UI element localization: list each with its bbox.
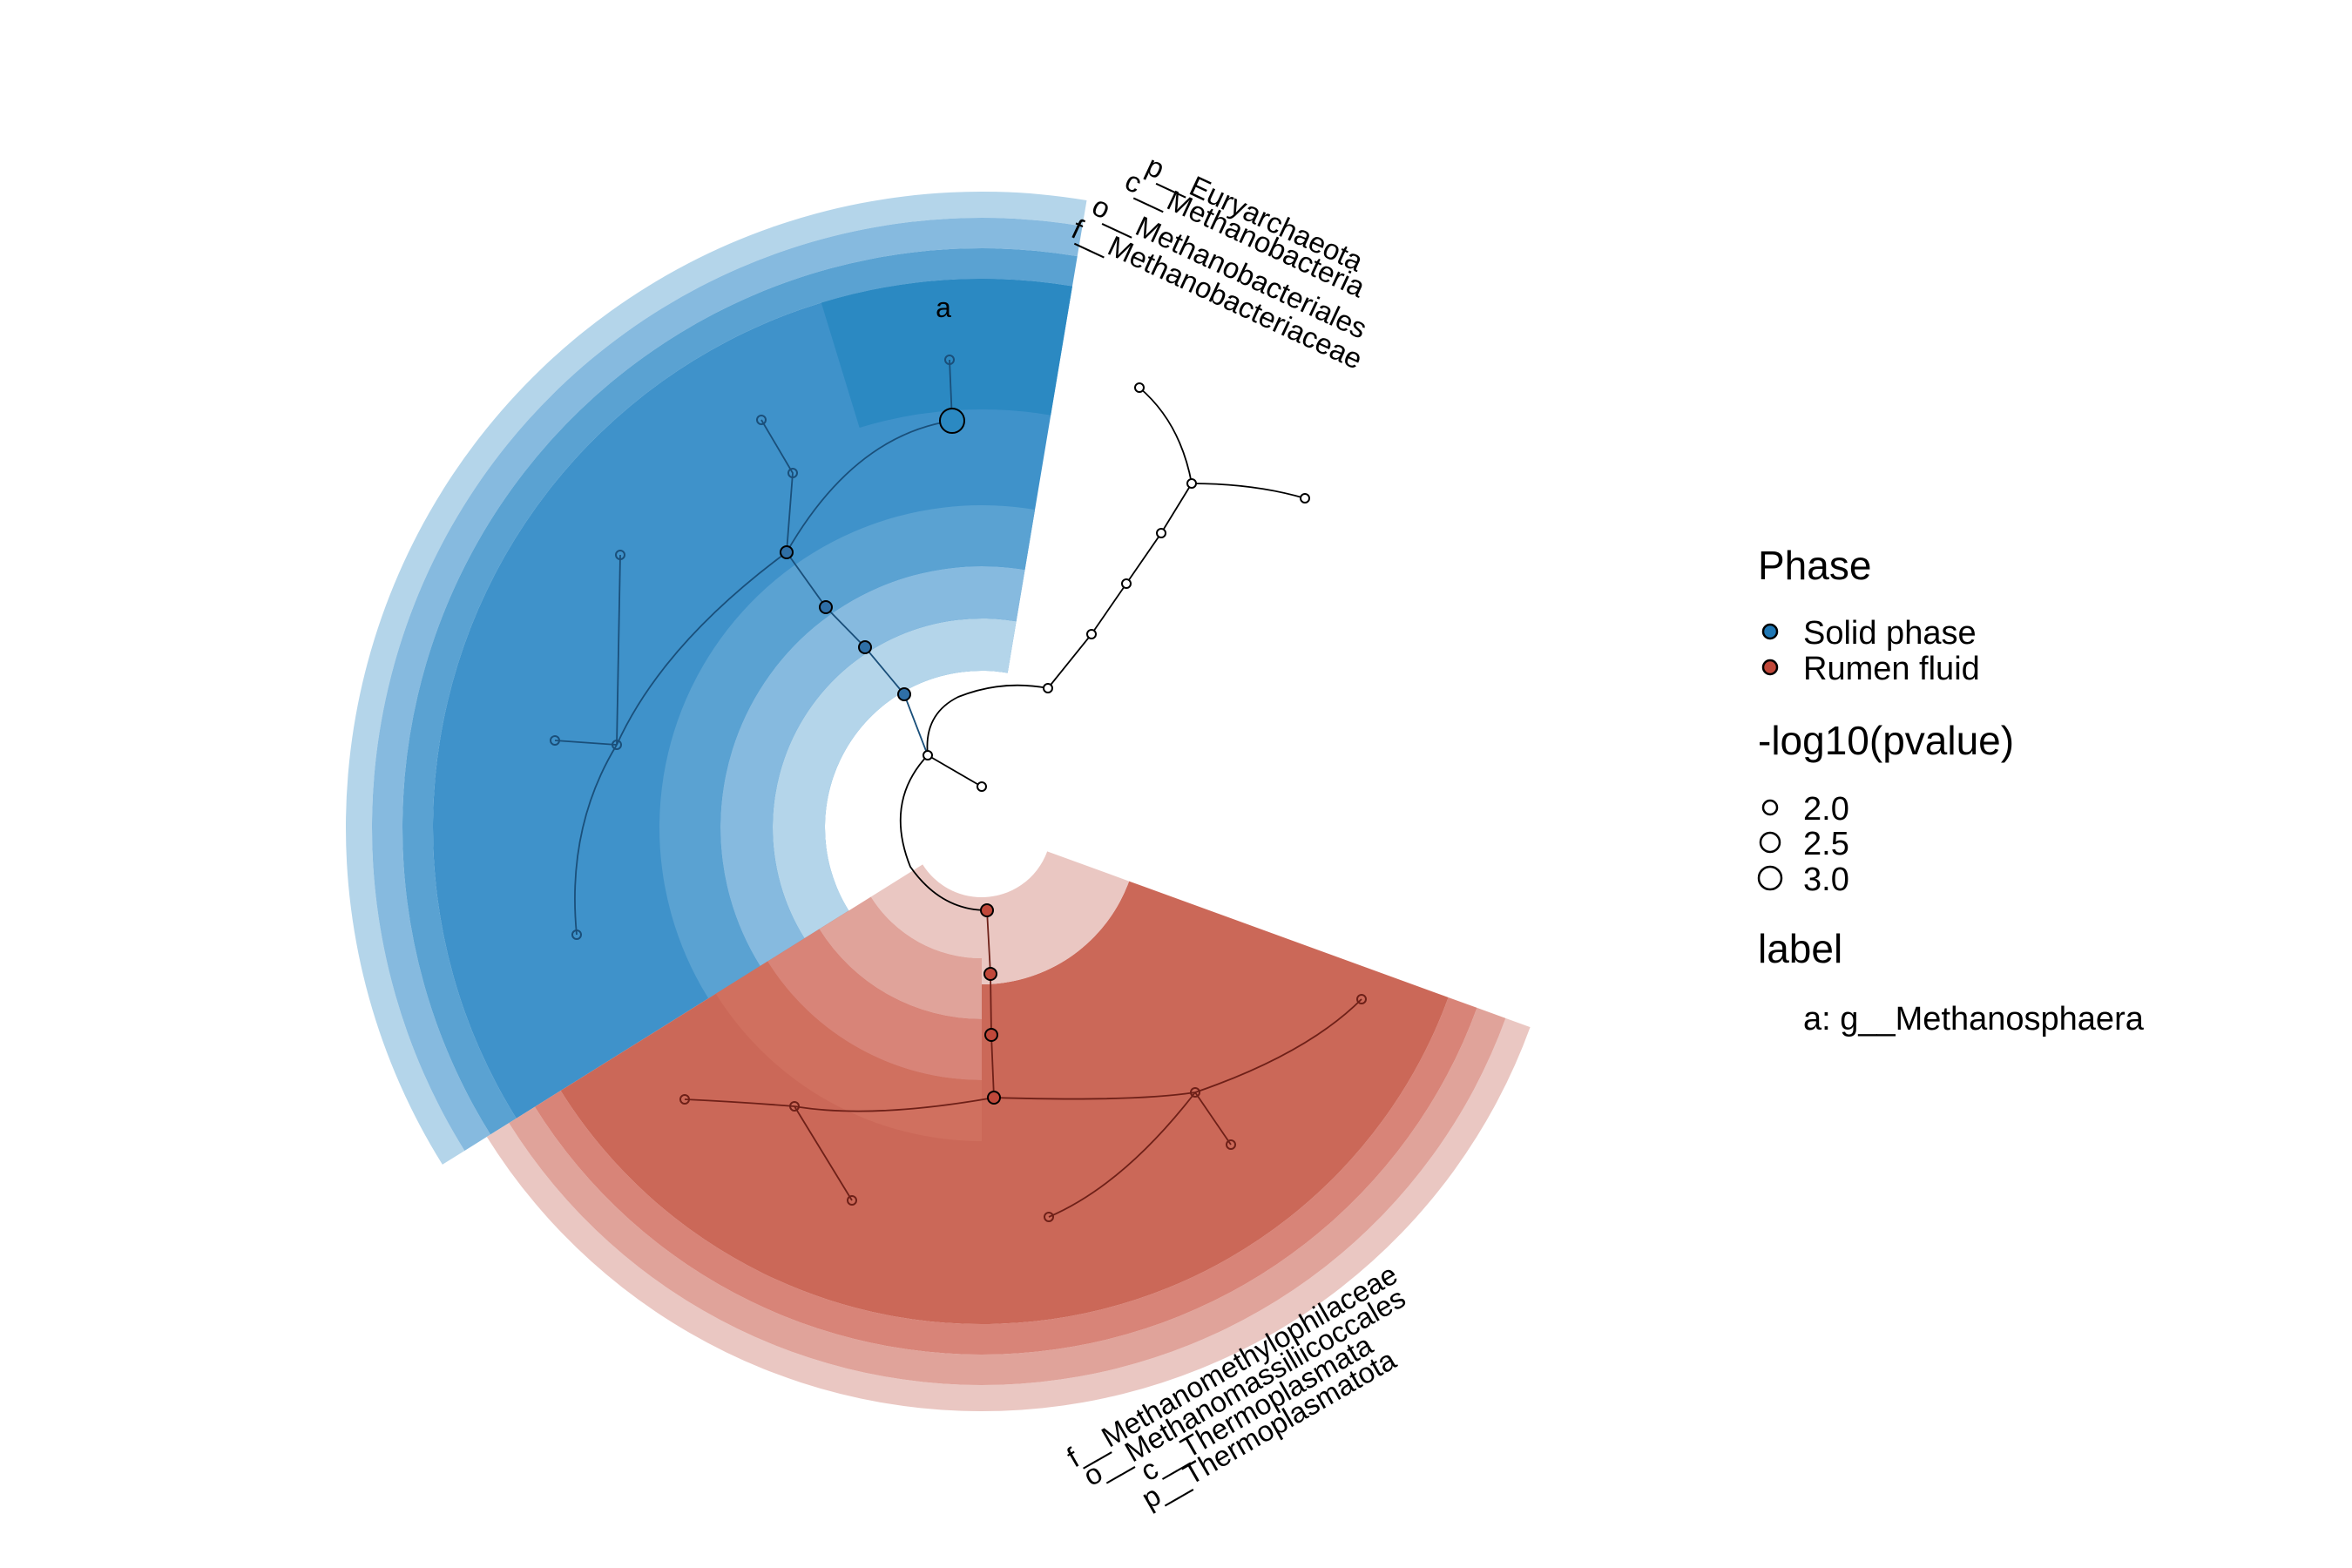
cladogram-node [987,1091,1001,1105]
solid-sector-inner-ring [659,505,1036,999]
cladogram-edge [794,1105,853,1201]
cladogram-node [756,415,767,425]
cladogram-node [819,600,833,614]
legend-pvalue-title: -log10(pvalue) [1758,718,2014,763]
cladogram-edge [1194,1092,1232,1146]
solid-sector-inner-ring [720,566,1025,966]
rumen-fluid-highlight-sector [486,851,1531,1412]
rumen-sector-inner-ring [982,851,1130,984]
cladogram-node [787,468,798,478]
genus-highlight-a [821,278,1072,428]
cladogram-node [980,903,994,917]
legend: Phase Solid phase Rumen fluid -log10(pva… [1757,543,2145,1037]
legend-solid-phase-swatch [1761,623,1779,640]
cladogram-edge [574,744,618,936]
cladogram-node [679,1094,690,1105]
solid-sector-ring [345,191,1087,1165]
solid-clade-labels: p__Euryarchaeota c__Methanobacteria o__M… [1067,149,1372,375]
cladogram-node [858,640,872,654]
cladogram-edge [616,551,787,746]
cladogram-edge [554,740,618,746]
cladogram-node [780,545,794,559]
cladogram-edge [794,1097,995,1112]
cladogram-edge [1048,1092,1196,1218]
cladogram-node [1156,528,1166,538]
cladogram-node [939,408,965,434]
legend-size-2-0-marker [1761,799,1779,816]
cladogram-edge [786,420,953,553]
rumen-sector-inner-ring [715,961,982,1141]
cladogram-edge [993,1092,1196,1100]
cladogram-edge [927,754,983,787]
cladogram-edge [616,554,621,746]
cladogram-node [1043,683,1053,693]
legend-size-2-5-marker [1759,831,1781,854]
cladogram-nodes [550,355,1367,1222]
rumen-sector-ring [486,1017,1531,1412]
cladogram-edges [554,359,1362,1218]
cladogram-node [1186,478,1197,489]
solid-sector-ring [372,218,1083,1151]
cladogram-node [944,355,955,365]
cladogram-node [977,781,987,792]
cladogram-node [923,750,933,760]
cladogram-node [1190,1087,1200,1098]
legend-label-a-entry: a: g__Methanosphaera [1803,1001,2145,1037]
cladogram-node [847,1195,857,1206]
cladogram-edge [986,909,995,1098]
node-label-a: a [936,292,951,323]
cladogram-node [571,929,582,940]
cladogram-edge [1194,998,1362,1093]
cladogram-edge [1139,387,1193,484]
solid-sector-ring [402,247,1078,1135]
cladogram-node [983,967,997,981]
cladogram-node [1226,1139,1236,1150]
cladogram-node [612,740,622,750]
cladogram-edge [926,684,1049,756]
cladogram-edge [1047,483,1193,689]
cladogram-node [789,1101,800,1112]
solid-phase-highlight-sector [345,191,1087,1165]
legend-size-2-0-label: 2.0 [1803,791,1849,828]
legend-rumen-fluid-swatch [1761,659,1779,676]
cladogram-edge [1191,483,1306,499]
rumen-sector-inner-ring [870,864,982,958]
cladogram-node [1134,382,1145,393]
cladogram-edge [760,419,794,553]
cladogram-edge [786,551,905,695]
cladogram-node [1121,578,1132,589]
rumen-sector-ring [534,997,1477,1355]
cladogram-node [615,550,625,560]
cladogram-edge [684,1098,795,1107]
legend-size-2-5-label: 2.5 [1803,826,1849,862]
cladogram-node [1086,629,1097,639]
cladogram-node [550,735,560,746]
cladogram-edge [903,693,929,756]
legend-size-3-0-marker [1757,865,1783,891]
cladogram-edge [899,754,988,911]
rumen-sector-inner-ring [767,929,982,1080]
cladogram-node [1044,1212,1054,1222]
cladogram-node [897,687,911,701]
legend-size-3-0-label: 3.0 [1803,862,1849,898]
legend-label-title: label [1758,926,1842,971]
cladogram-node [1356,994,1367,1004]
rumen-sector-ring [509,1007,1506,1386]
cladogram-node [984,1028,998,1042]
legend-phase-title: Phase [1758,543,1871,588]
rumen-sector-inner-ring [819,896,982,1019]
legend-solid-phase-label: Solid phase [1803,615,1977,652]
cladogram-node [1300,493,1310,504]
legend-rumen-fluid-label: Rumen fluid [1803,651,1980,687]
solid-sector-inner-ring [772,618,1017,939]
